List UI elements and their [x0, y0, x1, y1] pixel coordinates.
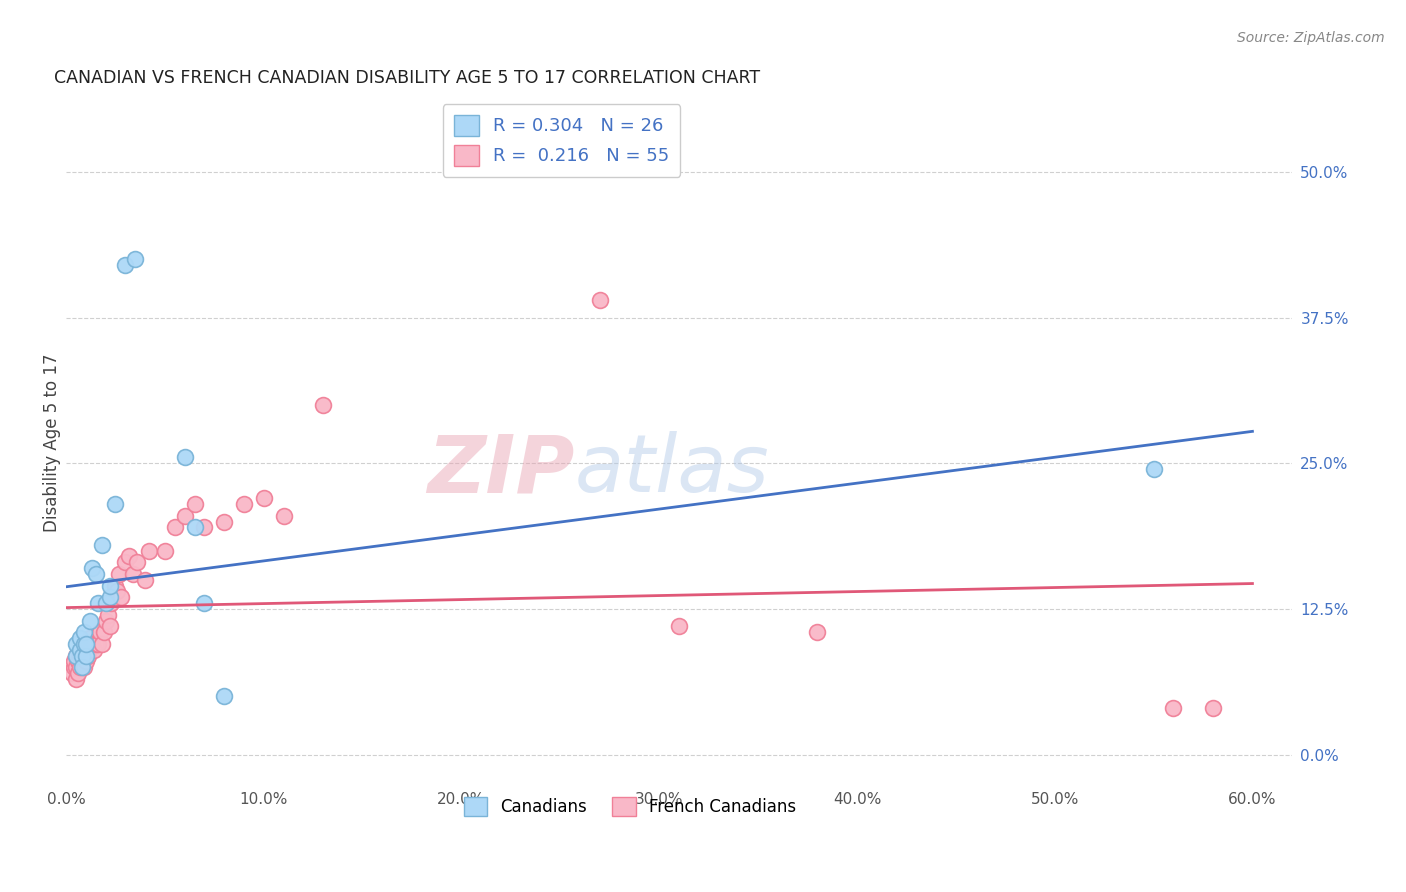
Point — [60, 666, 83, 681]
Point — [73, 648, 96, 663]
Point — [69, 660, 91, 674]
Point — [193, 596, 215, 610]
Point — [65, 648, 87, 663]
Point — [73, 660, 96, 674]
Point — [107, 584, 129, 599]
Point — [66, 666, 89, 681]
Point — [163, 520, 186, 534]
Point — [94, 614, 117, 628]
Point — [89, 625, 111, 640]
Point — [104, 579, 127, 593]
Point — [668, 619, 690, 633]
Point — [79, 631, 101, 645]
Point — [173, 450, 195, 465]
Point — [212, 690, 235, 704]
Point — [253, 491, 276, 506]
Point — [806, 625, 828, 640]
Point — [75, 648, 97, 663]
Point — [90, 637, 112, 651]
Point — [104, 497, 127, 511]
Point — [76, 637, 98, 651]
Point — [80, 561, 103, 575]
Point — [83, 642, 105, 657]
Point — [70, 660, 93, 674]
Point — [100, 596, 122, 610]
Point — [73, 625, 96, 640]
Point — [66, 654, 89, 668]
Point — [79, 614, 101, 628]
Point — [193, 520, 215, 534]
Point — [65, 648, 87, 663]
Point — [70, 654, 93, 668]
Point — [65, 660, 87, 674]
Point — [69, 631, 91, 645]
Point — [70, 642, 93, 657]
Point — [75, 637, 97, 651]
Point — [75, 654, 97, 668]
Point — [98, 579, 121, 593]
Point — [122, 566, 145, 581]
Point — [63, 660, 86, 674]
Point — [114, 258, 136, 272]
Point — [1163, 701, 1185, 715]
Point — [1142, 462, 1164, 476]
Point — [212, 515, 235, 529]
Point — [73, 637, 96, 651]
Point — [63, 654, 86, 668]
Point — [1202, 701, 1225, 715]
Point — [86, 596, 108, 610]
Point — [273, 508, 295, 523]
Point — [96, 607, 118, 622]
Point — [173, 508, 195, 523]
Point — [70, 648, 93, 663]
Point — [589, 293, 612, 307]
Point — [108, 566, 131, 581]
Text: ZIP: ZIP — [427, 431, 575, 509]
Text: CANADIAN VS FRENCH CANADIAN DISABILITY AGE 5 TO 17 CORRELATION CHART: CANADIAN VS FRENCH CANADIAN DISABILITY A… — [53, 69, 759, 87]
Point — [69, 648, 91, 663]
Point — [65, 637, 87, 651]
Point — [153, 543, 176, 558]
Point — [118, 549, 141, 564]
Point — [75, 642, 97, 657]
Point — [114, 555, 136, 569]
Point — [65, 672, 87, 686]
Point — [134, 573, 156, 587]
Point — [94, 596, 117, 610]
Point — [76, 648, 98, 663]
Point — [312, 398, 335, 412]
Point — [98, 591, 121, 605]
Point — [183, 497, 205, 511]
Point — [110, 591, 132, 605]
Point — [90, 538, 112, 552]
Text: atlas: atlas — [575, 431, 769, 509]
Legend: Canadians, French Canadians: Canadians, French Canadians — [457, 790, 803, 823]
Point — [138, 543, 160, 558]
Point — [84, 637, 107, 651]
Point — [93, 625, 115, 640]
Point — [84, 566, 107, 581]
Point — [183, 520, 205, 534]
Point — [80, 637, 103, 651]
Point — [124, 252, 146, 267]
Y-axis label: Disability Age 5 to 17: Disability Age 5 to 17 — [44, 353, 60, 533]
Point — [69, 642, 91, 657]
Point — [127, 555, 149, 569]
Point — [86, 637, 108, 651]
Point — [233, 497, 256, 511]
Text: Source: ZipAtlas.com: Source: ZipAtlas.com — [1237, 31, 1385, 45]
Point — [98, 619, 121, 633]
